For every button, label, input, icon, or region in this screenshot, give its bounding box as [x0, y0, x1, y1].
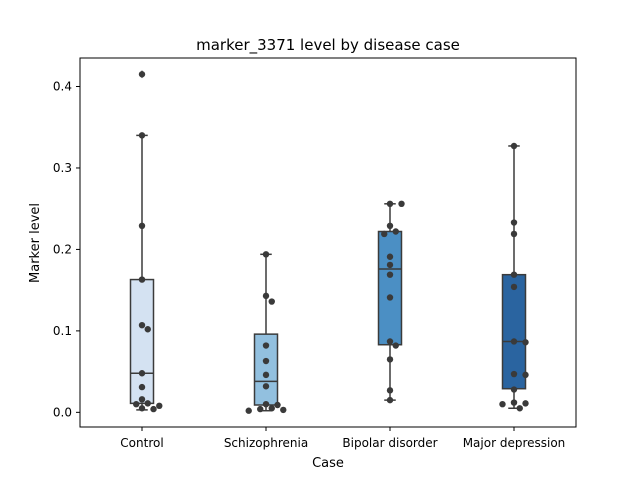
data-point: [280, 406, 287, 414]
data-point: [386, 200, 394, 208]
y-axis-label: Marker level: [28, 203, 43, 283]
data-point: [510, 338, 518, 345]
data-point: [386, 253, 394, 260]
data-point: [138, 383, 146, 391]
data-point: [138, 321, 146, 329]
data-point: [138, 396, 146, 403]
data-point: [398, 200, 405, 208]
data-point: [268, 405, 275, 412]
data-point: [522, 339, 529, 346]
data-point: [138, 132, 146, 139]
x-tick-label: Major depression: [463, 436, 566, 450]
data-point: [262, 371, 270, 379]
data-point: [156, 402, 163, 410]
data-point: [386, 387, 394, 394]
data-point: [257, 405, 264, 413]
data-point: [510, 399, 518, 406]
data-point: [510, 219, 518, 226]
y-tick-label: 0.2: [53, 242, 72, 256]
data-point: [386, 396, 394, 404]
x-tick-label: Bipolar disorder: [342, 436, 437, 450]
data-point: [262, 357, 270, 365]
axes-frame: [79, 57, 577, 428]
data-point: [522, 371, 529, 379]
y-tick-label: 0.4: [53, 80, 72, 94]
data-point: [522, 400, 529, 407]
data-point: [268, 298, 275, 305]
data-point: [262, 342, 270, 349]
x-tick-label: Schizophrenia: [224, 436, 308, 450]
data-point: [262, 292, 270, 300]
data-point: [150, 405, 157, 413]
data-point: [510, 283, 518, 291]
data-point: [381, 230, 388, 238]
data-point: [274, 401, 281, 409]
data-point: [392, 342, 399, 349]
data-point: [144, 400, 151, 407]
data-point: [510, 271, 518, 278]
y-tick-label: 0.1: [53, 324, 72, 338]
data-point: [516, 405, 523, 412]
data-point: [499, 400, 506, 408]
x-axis-label: Case: [312, 456, 344, 471]
data-point: [386, 338, 394, 345]
data-point: [138, 71, 146, 78]
data-point: [138, 405, 146, 412]
data-point: [138, 276, 146, 283]
y-tick-label: 0.0: [53, 405, 72, 419]
chart-title: marker_3371 level by disease case: [196, 36, 460, 55]
data-point: [510, 370, 518, 378]
data-point: [133, 400, 140, 408]
data-point: [386, 356, 394, 363]
data-point: [262, 251, 270, 258]
data-point: [386, 294, 394, 301]
plot-area: 0.0 0.1 0.2 0.3 0.4 Control Schizophrenia Bipol…: [53, 57, 577, 450]
data-point: [245, 407, 252, 414]
data-point: [386, 261, 394, 269]
data-point: [392, 228, 399, 235]
data-point: [138, 370, 146, 377]
data-point: [386, 222, 394, 230]
data-point: [144, 326, 151, 333]
data-point: [262, 400, 270, 408]
y-tick-label: 0.3: [53, 161, 72, 175]
data-point: [510, 142, 518, 150]
data-point: [262, 383, 270, 390]
x-tick-label: Control: [120, 436, 163, 450]
data-point: [510, 230, 518, 238]
box-body: [377, 230, 403, 346]
data-point: [510, 386, 518, 393]
data-point: [138, 222, 146, 230]
data-point: [386, 271, 394, 278]
